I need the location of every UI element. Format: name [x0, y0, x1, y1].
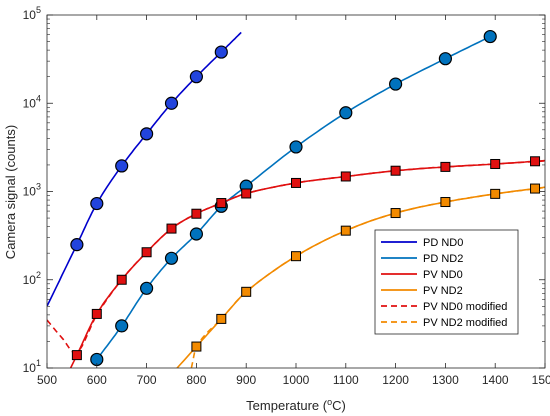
x-tick-label: 800 — [186, 373, 206, 387]
data-point — [440, 161, 451, 172]
data-point — [241, 286, 252, 297]
legend-label: PD ND2 — [423, 253, 463, 265]
data-point — [389, 77, 403, 91]
modified-line-2 — [190, 186, 545, 368]
y-tick-exponent: 2 — [36, 270, 41, 280]
x-tick-label: 600 — [87, 373, 107, 387]
data-point — [191, 208, 202, 219]
data-point — [71, 350, 82, 361]
x-tick-label: 1500 — [532, 373, 550, 387]
data-point — [390, 208, 401, 219]
data-point — [141, 247, 152, 258]
y-tick-label: 101 — [23, 358, 41, 375]
x-axis-label: Temperature (oC) — [246, 397, 346, 413]
y-tick-base: 10 — [23, 96, 37, 110]
data-point — [189, 70, 203, 84]
fit-line-1 — [47, 31, 242, 307]
x-tick-label: 500 — [37, 373, 57, 387]
data-point — [140, 127, 154, 141]
legend-label: PV ND0 modified — [423, 301, 507, 313]
y-tick-label: 104 — [23, 93, 41, 110]
x-tick-label: 1100 — [333, 373, 359, 387]
y-tick-base: 10 — [23, 8, 37, 22]
tick-labels: 500 600 700 800 900 1000 1100 1200 1300 1400 1500 1… — [23, 5, 550, 387]
data-point — [115, 159, 129, 173]
x-tick-label: 1400 — [482, 373, 509, 387]
legend-label: PV ND2 — [423, 285, 463, 297]
data-point — [339, 106, 353, 120]
data-point — [191, 341, 202, 352]
data-point — [70, 238, 84, 252]
data-point — [291, 251, 301, 262]
x-tick-label: 1200 — [382, 373, 409, 387]
data-point — [214, 45, 228, 59]
data-point — [289, 140, 303, 154]
data-point — [530, 183, 541, 194]
legend-box — [374, 229, 519, 335]
modified-line-1 — [47, 160, 545, 354]
x-tick-label: 1300 — [432, 373, 459, 387]
data-point — [340, 171, 351, 182]
legend: PD ND0 PD ND2 PV ND0 PV ND2 PV ND0 modified P… — [374, 229, 519, 335]
axes — [46, 14, 546, 369]
y-tick-label: 103 — [23, 182, 41, 199]
data-point — [115, 319, 129, 333]
x-tick-label: 700 — [137, 373, 157, 387]
data-point — [216, 313, 227, 324]
data-point — [390, 165, 401, 176]
data-point — [164, 251, 179, 265]
data-point — [530, 156, 541, 167]
y-tick-base: 10 — [23, 273, 37, 287]
data-point — [490, 158, 501, 169]
y-tick-base: 10 — [23, 361, 37, 375]
data-point — [116, 274, 127, 285]
legend-label: PV ND0 — [423, 269, 463, 281]
x-axis-label-main: Temperature ( — [246, 398, 328, 413]
legend-label: PV ND2 modified — [423, 317, 507, 329]
plot-area — [47, 29, 545, 368]
data-point — [440, 197, 451, 208]
y-tick-label: 102 — [23, 270, 41, 287]
data-point — [90, 196, 104, 211]
y-tick-exponent: 4 — [36, 93, 41, 103]
data-point — [438, 52, 452, 66]
data-point — [189, 227, 203, 241]
data-point — [166, 223, 177, 234]
legend-label: PD ND0 — [423, 237, 463, 249]
data-point — [140, 281, 154, 295]
y-tick-exponent: 3 — [36, 182, 41, 192]
data-point — [291, 177, 301, 188]
y-tick-exponent: 5 — [36, 5, 41, 15]
x-tick-label: 1000 — [283, 373, 310, 387]
data-point — [241, 188, 252, 199]
data-point — [164, 96, 179, 110]
y-tick-label: 105 — [23, 5, 41, 22]
data-point — [216, 198, 227, 209]
y-tick-base: 10 — [23, 185, 37, 199]
y-tick-exponent: 1 — [36, 358, 41, 368]
data-point — [483, 29, 497, 44]
x-axis-label-tail: C) — [332, 398, 346, 413]
y-axis-label: Camera signal (counts) — [3, 125, 18, 259]
x-axis-label-sup: o — [327, 397, 332, 407]
data-point — [490, 188, 501, 199]
x-tick-label: 900 — [236, 373, 256, 387]
data-point — [91, 308, 102, 319]
data-point — [340, 225, 351, 236]
